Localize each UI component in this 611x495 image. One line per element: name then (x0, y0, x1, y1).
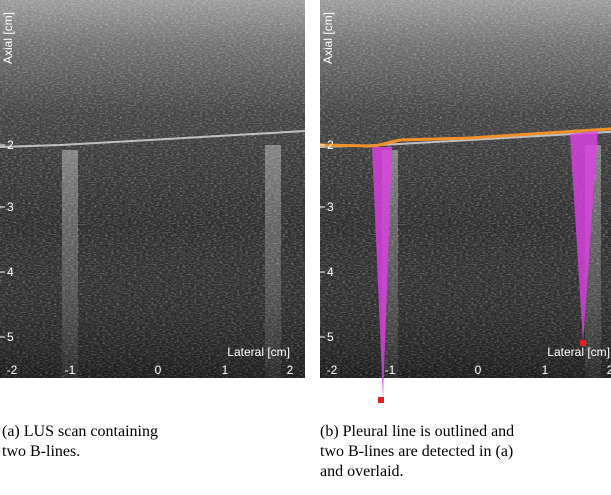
y-tick-label: 4 (327, 265, 334, 279)
y-tick-label: 5 (7, 330, 14, 344)
x-tick-label: 2 (287, 363, 294, 377)
caption-line: (a) LUS scan containing (2, 423, 158, 440)
lateral-label: Lateral [cm] (227, 345, 290, 359)
x-tick-label: -2 (327, 363, 338, 377)
x-tick-label: 1 (542, 363, 549, 377)
b-line-end (580, 340, 586, 346)
x-tick-label: -1 (65, 363, 76, 377)
x-tick-label: -1 (385, 363, 396, 377)
caption-line: two B-lines. (2, 443, 80, 460)
b-line-end (378, 397, 384, 403)
axial-label: Axial [cm] (321, 12, 335, 64)
pleural-line (0, 130, 306, 148)
lateral-label: Lateral [cm] (547, 345, 610, 359)
x-tick-label: 2 (607, 363, 611, 377)
pleural-outline (319, 127, 611, 148)
y-tick-label: 3 (7, 200, 14, 214)
y-tick-label: 2 (7, 138, 14, 152)
x-tick-label: 1 (222, 363, 229, 377)
ultrasound-panel: Axial [cm] Lateral [cm] 2 3 4 5 -2 -1 0 1 2 (319, 0, 611, 403)
b-line (265, 145, 281, 378)
b-line (62, 150, 78, 378)
b-line-overlay (570, 131, 598, 343)
caption-line: (b) Pleural line is outlined and (320, 423, 514, 440)
axial-label: Axial [cm] (1, 12, 15, 64)
depth-shade (0, 0, 305, 378)
ultrasound-panel: Axial [cm] Lateral [cm] 2 3 4 5 -2 -1 0 1 2 (0, 0, 306, 378)
x-tick-label: 0 (155, 363, 162, 377)
y-tick-label: 4 (7, 265, 14, 279)
x-tick-label: 0 (475, 363, 482, 377)
depth-shade (320, 0, 611, 378)
y-tick-label: 5 (327, 330, 334, 344)
caption-line: and overlaid. (320, 463, 404, 480)
y-tick-label: 3 (327, 200, 334, 214)
caption-line: two B-lines are detected in (a) (320, 443, 513, 460)
b-line-overlay (372, 147, 392, 400)
y-tick-label: 2 (327, 138, 334, 152)
x-tick-label: -2 (7, 363, 18, 377)
